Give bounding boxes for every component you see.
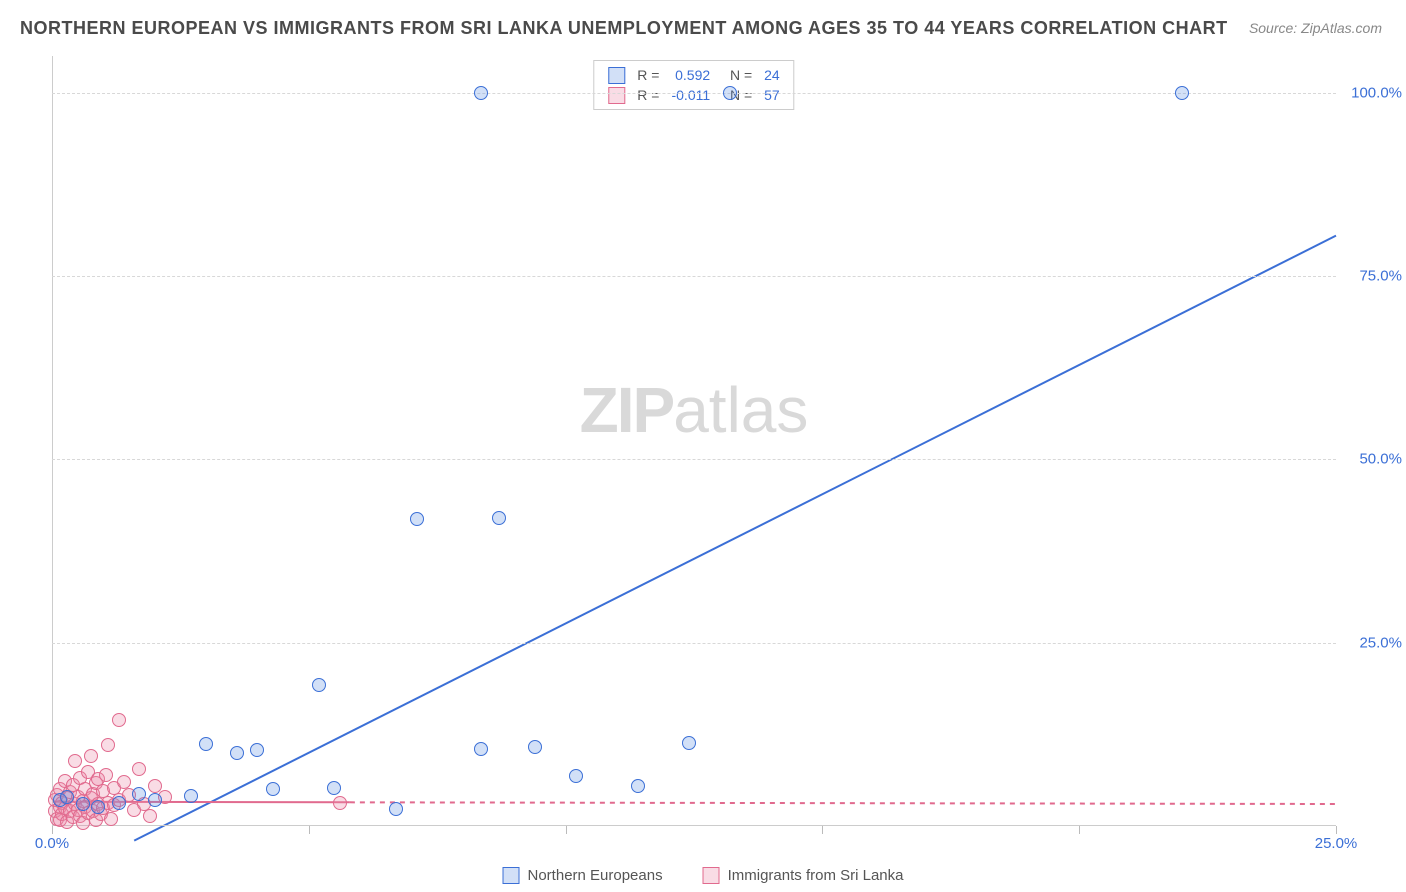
pink-point bbox=[99, 768, 113, 782]
pink-point bbox=[68, 754, 82, 768]
pink-point bbox=[84, 749, 98, 763]
y-tick-label: 100.0% bbox=[1342, 84, 1402, 101]
blue-point bbox=[250, 743, 264, 757]
x-tick bbox=[1079, 826, 1080, 834]
swatch-blue-icon bbox=[503, 867, 520, 884]
legend-label-blue: Northern Europeans bbox=[528, 867, 663, 884]
swatch-pink-icon bbox=[703, 867, 720, 884]
y-tick-label: 50.0% bbox=[1342, 451, 1402, 468]
pink-point bbox=[117, 775, 131, 789]
x-tick-label: 25.0% bbox=[1315, 835, 1358, 852]
x-tick-label: 0.0% bbox=[35, 835, 69, 852]
source-attr: Source: ZipAtlas.com bbox=[1249, 20, 1382, 36]
blue-point bbox=[327, 781, 341, 795]
x-tick bbox=[1336, 826, 1337, 834]
blue-point bbox=[1175, 86, 1189, 100]
x-tick bbox=[52, 826, 53, 834]
y-tick-label: 75.0% bbox=[1342, 268, 1402, 285]
blue-point bbox=[266, 782, 280, 796]
blue-point bbox=[474, 742, 488, 756]
grid-line bbox=[52, 93, 1336, 94]
grid-line bbox=[52, 459, 1336, 460]
blue-point bbox=[528, 740, 542, 754]
blue-point bbox=[474, 86, 488, 100]
blue-point bbox=[312, 678, 326, 692]
pink-point bbox=[143, 809, 157, 823]
blue-point bbox=[389, 802, 403, 816]
blue-point bbox=[184, 789, 198, 803]
blue-point bbox=[60, 790, 74, 804]
chart-title: NORTHERN EUROPEAN VS IMMIGRANTS FROM SRI… bbox=[20, 18, 1228, 39]
series-legend: Northern Europeans Immigrants from Sri L… bbox=[503, 867, 904, 884]
pink-point bbox=[104, 812, 118, 826]
blue-point bbox=[132, 787, 146, 801]
blue-point bbox=[682, 736, 696, 750]
legend-label-pink: Immigrants from Sri Lanka bbox=[728, 867, 904, 884]
blue-point bbox=[492, 511, 506, 525]
blue-point bbox=[410, 512, 424, 526]
plot-area: ZIPatlas R = 0.592 N = 24 R = -0.011 N =… bbox=[52, 56, 1336, 826]
y-tick-label: 25.0% bbox=[1342, 634, 1402, 651]
trend-lines bbox=[52, 56, 1336, 826]
grid-line bbox=[52, 276, 1336, 277]
x-tick bbox=[309, 826, 310, 834]
legend-item-blue: Northern Europeans bbox=[503, 867, 663, 884]
x-tick bbox=[822, 826, 823, 834]
blue-point bbox=[230, 746, 244, 760]
pink-point bbox=[132, 762, 146, 776]
blue-point bbox=[199, 737, 213, 751]
blue-point bbox=[112, 796, 126, 810]
grid-line bbox=[52, 643, 1336, 644]
pink-point bbox=[101, 738, 115, 752]
x-axis bbox=[52, 825, 1336, 826]
y-axis bbox=[52, 56, 53, 826]
legend-item-pink: Immigrants from Sri Lanka bbox=[703, 867, 904, 884]
blue-point bbox=[148, 793, 162, 807]
blue-point bbox=[76, 797, 90, 811]
x-tick bbox=[566, 826, 567, 834]
blue-point bbox=[569, 769, 583, 783]
blue-point bbox=[723, 86, 737, 100]
blue-point bbox=[91, 800, 105, 814]
pink-point bbox=[112, 713, 126, 727]
blue-point bbox=[631, 779, 645, 793]
pink-point bbox=[333, 796, 347, 810]
